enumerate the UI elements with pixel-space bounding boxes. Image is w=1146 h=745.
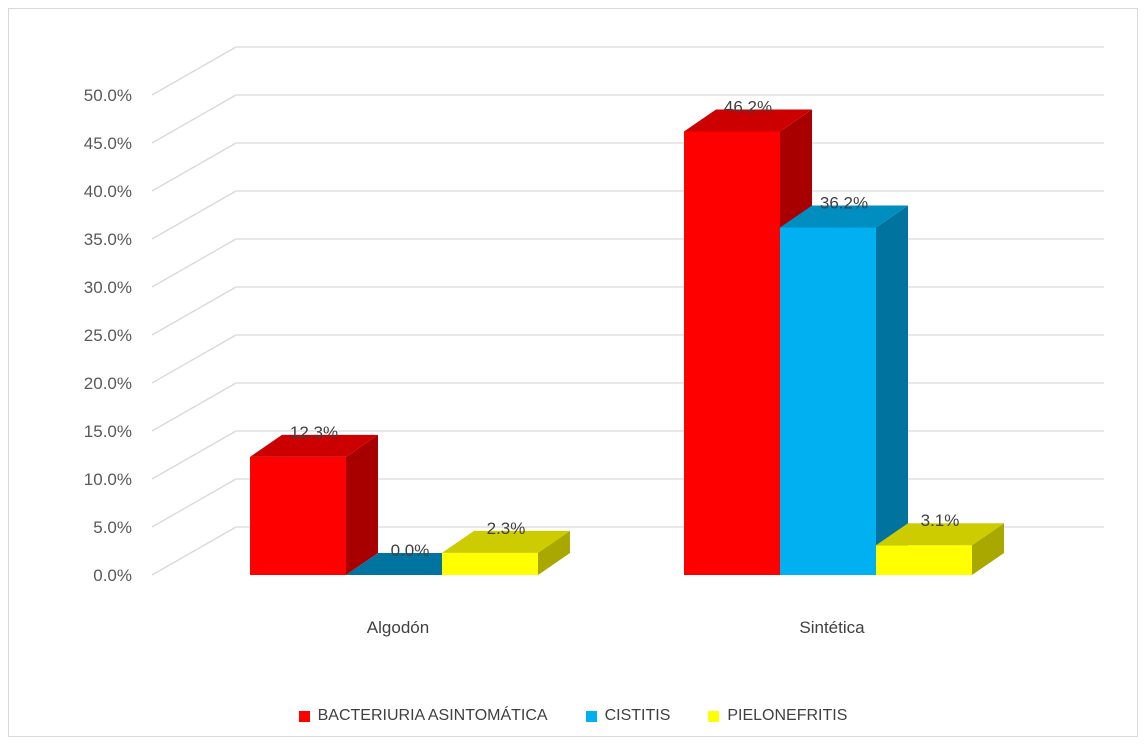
y-axis: 0.0% 5.0% 10.0% 15.0% 20.0% 25.0% 30.0% 35.0% 40…: [84, 86, 132, 585]
bar-top: [780, 205, 908, 228]
bar: [442, 530, 570, 575]
bar-front: [780, 227, 876, 576]
bar-side: [972, 523, 1004, 575]
bar-side: [538, 530, 570, 575]
gridline-diagonal: [151, 238, 237, 288]
bar-front: [684, 131, 780, 576]
y-tick-label: 20.0%: [84, 374, 132, 393]
bar-side: [346, 434, 378, 575]
gridline-diagonal: [151, 46, 237, 96]
legend-swatch-1: [585, 710, 597, 722]
y-tick-label: 50.0%: [84, 86, 132, 105]
legend-item-1: CISTITIS: [585, 707, 671, 725]
bar: [876, 523, 1004, 575]
gridline-diagonal: [151, 382, 237, 432]
x-tick-label: Algodón: [367, 618, 429, 637]
bars: [250, 109, 1004, 576]
bar: [780, 205, 908, 576]
gridline-diagonal: [151, 526, 237, 576]
data-label: 0.0%: [391, 541, 430, 560]
y-tick-label: 10.0%: [84, 470, 132, 489]
bar-front: [250, 456, 346, 575]
legend-label-0: BACTERIURIA ASINTOMÁTICA: [317, 707, 548, 724]
bar-top: [876, 523, 1004, 546]
y-tick-label: 0.0%: [93, 566, 132, 585]
legend-label-1: CISTITIS: [604, 707, 671, 724]
bar-top: [684, 109, 812, 132]
y-tick-label: 45.0%: [84, 134, 132, 153]
y-tick-label: 25.0%: [84, 326, 132, 345]
bar-top: [442, 530, 570, 553]
data-labels: 12.3% 0.0% 2.3% 46.2% 36.2% 3.1%: [290, 97, 959, 560]
data-label: 36.2%: [820, 193, 868, 212]
data-label: 3.1%: [921, 511, 960, 530]
x-tick-label: Sintética: [799, 618, 865, 637]
legend-label-2: PIELONEFRITIS: [727, 707, 848, 724]
bar: [250, 434, 378, 575]
gridlines: [151, 46, 1104, 576]
bar-side: [876, 205, 908, 576]
legend: BACTERIURIA ASINTOMÁTICA CISTITIS PIELON…: [0, 704, 1146, 728]
bar-front: [876, 545, 972, 575]
gridline-diagonal: [151, 430, 237, 480]
gridline-diagonal: [151, 286, 237, 336]
y-tick-label: 15.0%: [84, 422, 132, 441]
bar-front: [442, 552, 538, 575]
y-tick-label: 35.0%: [84, 230, 132, 249]
y-tick-label: 30.0%: [84, 278, 132, 297]
y-tick-label: 5.0%: [93, 518, 132, 537]
data-label: 2.3%: [487, 519, 526, 538]
y-tick-label: 40.0%: [84, 182, 132, 201]
legend-item-0: BACTERIURIA ASINTOMÁTICA: [298, 707, 548, 725]
data-label: 12.3%: [290, 423, 338, 442]
gridline-diagonal: [151, 190, 237, 240]
bar-top: [250, 434, 378, 457]
gridline-diagonal: [151, 94, 237, 144]
gridline-diagonal: [151, 478, 237, 528]
x-axis: Algodón Sintética: [367, 618, 865, 637]
legend-swatch-2: [708, 710, 720, 722]
data-label: 46.2%: [724, 97, 772, 116]
legend-item-2: PIELONEFRITIS: [708, 707, 847, 725]
gridline-diagonal: [151, 142, 237, 192]
legend-swatch-0: [298, 710, 310, 722]
chart-frame: [8, 8, 1138, 737]
gridline-diagonal: [151, 334, 237, 384]
